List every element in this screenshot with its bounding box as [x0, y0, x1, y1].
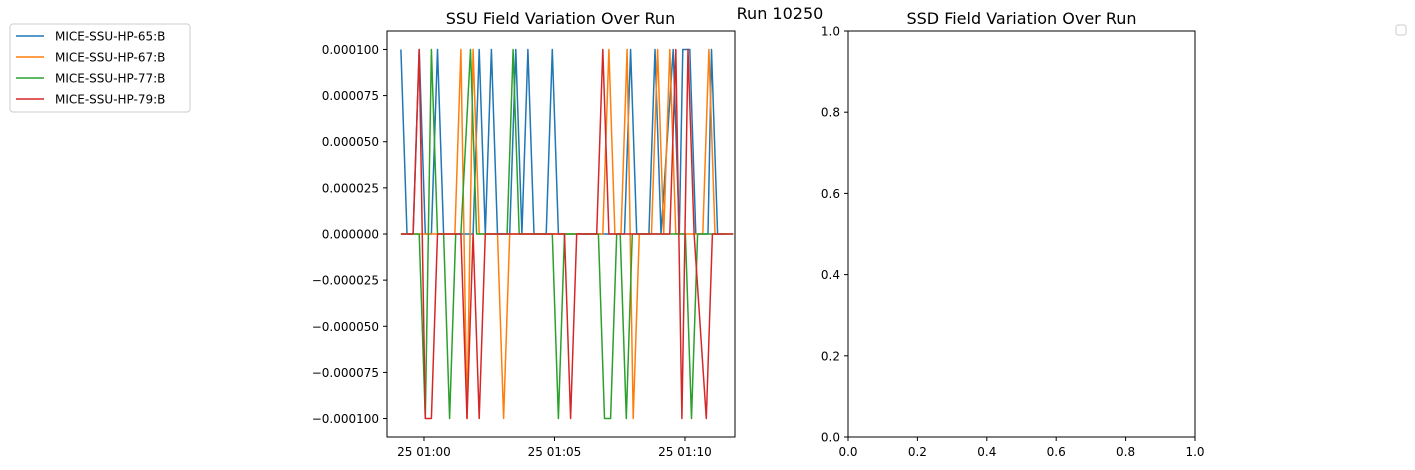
- ssd-y-tick-label: 0.8: [821, 106, 840, 120]
- ssu-y-tick-label: 0.000075: [322, 89, 379, 103]
- ssd-chart-title: SSD Field Variation Over Run: [906, 9, 1136, 28]
- ssu-legend: MICE-SSU-HP-65:B MICE-SSU-HP-67:B MICE-SSU…: [9, 23, 191, 113]
- ssu-y-tick-label: −0.000075: [312, 366, 379, 380]
- ssu-chart-title: SSU Field Variation Over Run: [446, 9, 675, 28]
- ssu-y-tick-label: −0.000050: [312, 320, 379, 334]
- figure-suptitle: Run 10250: [737, 4, 824, 23]
- ssd-y-axis: 0.0 0.2 0.4 0.6 0.8 1.0: [821, 25, 848, 445]
- ssu-y-tick-label: −0.000100: [312, 412, 379, 426]
- legend-label: MICE-SSU-HP-77:B: [55, 72, 165, 86]
- ssu-x-tick-label: 25 01:10: [658, 445, 712, 459]
- ssu-y-tick-label: 0.000100: [322, 43, 379, 57]
- ssu-series-line-4: [400, 48, 734, 420]
- ssu-y-tick-label: −0.000025: [312, 274, 379, 288]
- ssu-y-tick-label: 0.000050: [322, 135, 379, 149]
- ssd-x-tick-label: 0.4: [977, 445, 996, 459]
- legend-label: MICE-SSU-HP-65:B: [55, 30, 165, 44]
- ssu-chart: SSU Field Variation Over Run 25 01:00 25 …: [312, 9, 736, 459]
- ssd-y-tick-label: 0.6: [821, 187, 840, 201]
- ssd-x-tick-label: 0.8: [1116, 445, 1135, 459]
- legend-frame: [9, 23, 191, 113]
- ssd-x-tick-label: 1.0: [1185, 445, 1204, 459]
- ssd-plot-frame: [847, 30, 1196, 438]
- legend-label: MICE-SSU-HP-79:B: [55, 93, 165, 107]
- ssu-x-tick-label: 25 01:05: [528, 445, 582, 459]
- ssd-y-tick-label: 0.4: [821, 268, 840, 282]
- ssu-x-tick-label: 25 01:00: [397, 445, 451, 459]
- ssu-series-group: [400, 48, 734, 420]
- ssd-x-tick-label: 0.6: [1047, 445, 1066, 459]
- ssd-empty-legend: [1395, 24, 1407, 36]
- ssd-y-tick-label: 0.2: [821, 349, 840, 363]
- ssd-x-axis: 0.0 0.2 0.4 0.6 0.8 1.0: [838, 437, 1205, 459]
- ssd-x-tick-label: 0.2: [908, 445, 927, 459]
- ssd-chart: SSD Field Variation Over Run 0.0 0.2 0.4 0.…: [821, 9, 1205, 459]
- legend-label: MICE-SSU-HP-67:B: [55, 51, 165, 65]
- ssd-y-tick-label: 1.0: [821, 25, 840, 39]
- ssu-y-axis: 0.000100 0.000075 0.000050 0.000025 0.000000…: [312, 43, 387, 426]
- ssd-y-tick-label: 0.0: [821, 431, 840, 445]
- ssu-x-axis: 25 01:00 25 01:05 25 01:10: [397, 437, 712, 459]
- ssd-x-tick-label: 0.0: [838, 445, 857, 459]
- ssu-y-tick-label: 0.000025: [322, 181, 379, 195]
- ssu-y-tick-label: 0.000000: [322, 228, 379, 242]
